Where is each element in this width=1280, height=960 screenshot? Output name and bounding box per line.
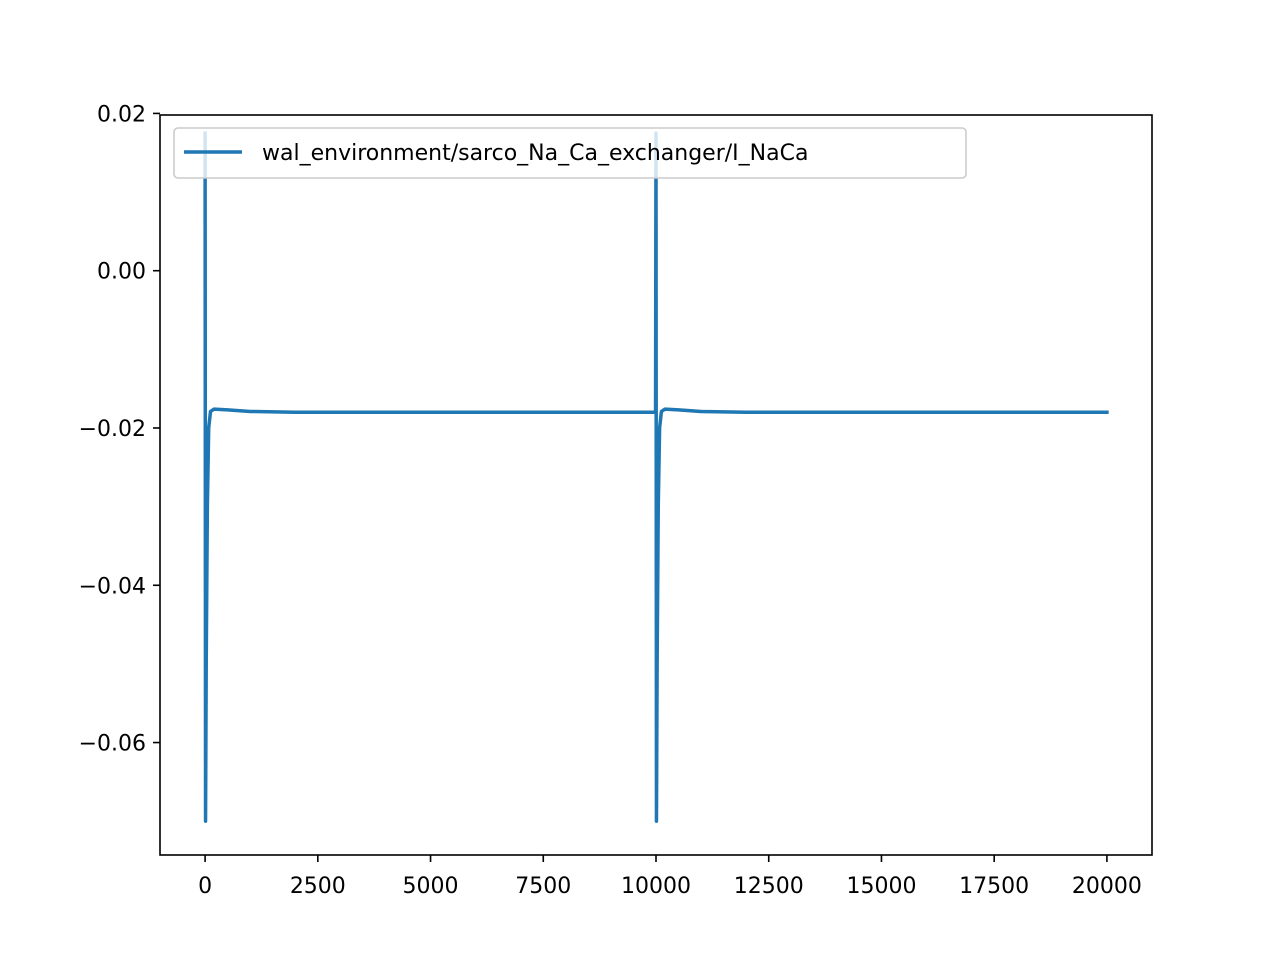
x-tick-label: 0 [198, 874, 212, 899]
x-tick-label: 17500 [959, 874, 1029, 899]
y-tick-label: 0.02 [97, 102, 146, 127]
y-tick-label: −0.06 [79, 732, 146, 757]
x-tick-label: 10000 [621, 874, 691, 899]
legend: wal_environment/sarco_Na_Ca_exchanger/I_… [173, 127, 967, 179]
plot-frame [159, 114, 1153, 856]
x-tick-label: 5000 [403, 874, 459, 899]
y-axis: 0.02 0.00 −0.02 −0.04 −0.06 [79, 102, 160, 757]
x-tick-label: 2500 [290, 874, 346, 899]
series-layer [203, 131, 1109, 823]
series-line [203, 131, 1109, 823]
x-tick-label: 7500 [515, 874, 571, 899]
legend-box [173, 127, 967, 179]
legend-label: wal_environment/sarco_Na_Ca_exchanger/I_… [262, 141, 808, 166]
y-tick-label: −0.02 [79, 417, 146, 442]
x-tick-label: 12500 [734, 874, 804, 899]
x-tick-label: 20000 [1072, 874, 1142, 899]
y-tick-label: −0.04 [79, 574, 146, 599]
x-tick-label: 15000 [846, 874, 916, 899]
y-tick-label: 0.00 [97, 260, 146, 285]
x-axis: 0 2500 5000 7500 10000 12500 15000 17500 20000 [198, 855, 1142, 899]
